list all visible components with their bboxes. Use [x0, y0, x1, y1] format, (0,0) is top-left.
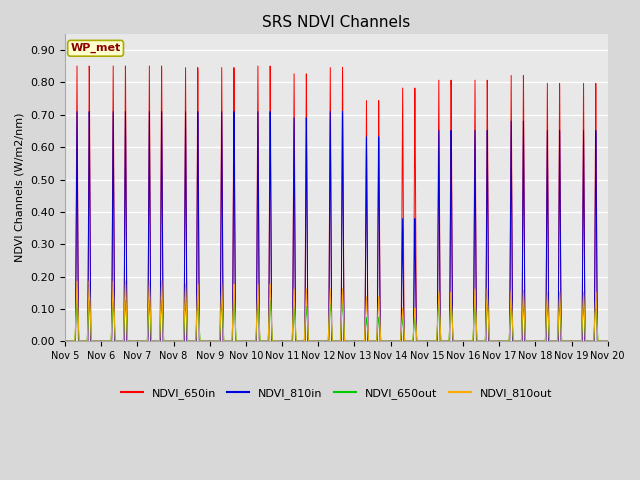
- Legend: NDVI_650in, NDVI_810in, NDVI_650out, NDVI_810out: NDVI_650in, NDVI_810in, NDVI_650out, NDV…: [116, 384, 557, 403]
- Title: SRS NDVI Channels: SRS NDVI Channels: [262, 15, 410, 30]
- Text: WP_met: WP_met: [70, 43, 121, 53]
- Y-axis label: NDVI Channels (W/m2/nm): NDVI Channels (W/m2/nm): [15, 113, 25, 263]
